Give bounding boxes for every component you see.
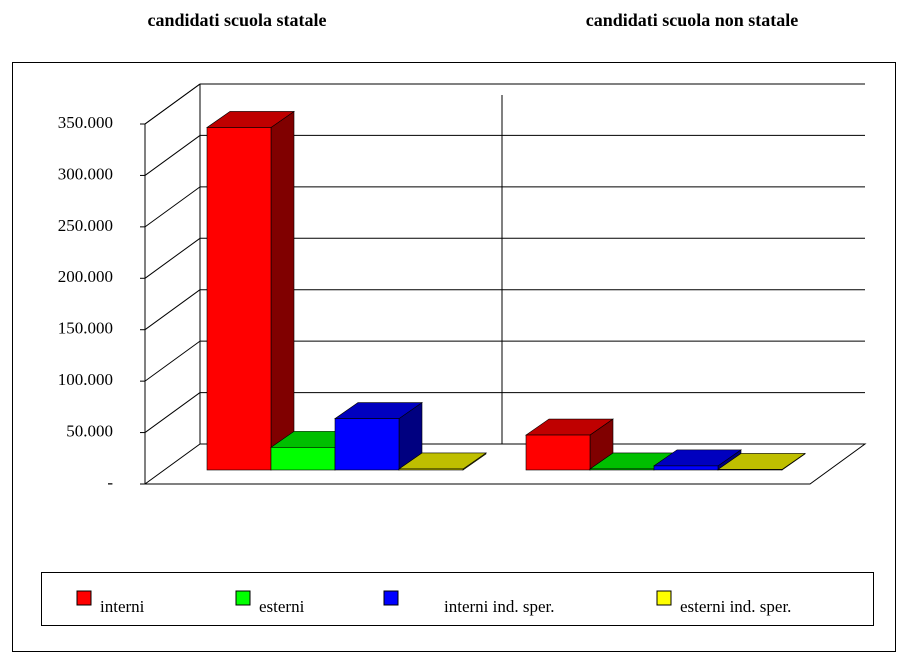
category-title: candidati scuola statale bbox=[147, 10, 326, 30]
y-tick-label: 250.000 bbox=[58, 216, 113, 235]
grid-line bbox=[144, 237, 201, 279]
y-tick-label: - bbox=[107, 473, 113, 492]
legend-swatch bbox=[656, 590, 672, 606]
bar-side bbox=[270, 110, 295, 471]
grid-line bbox=[144, 289, 201, 331]
grid-line bbox=[144, 135, 201, 176]
grid-line bbox=[144, 83, 201, 125]
legend-swatch bbox=[235, 590, 251, 606]
bar bbox=[334, 418, 400, 471]
legend-label: esterni bbox=[259, 597, 305, 616]
category-title: candidati scuola non statale bbox=[586, 10, 799, 30]
legend-label: esterni ind. sper. bbox=[680, 597, 791, 616]
legend-label: interni ind. sper. bbox=[444, 597, 554, 616]
legend-swatch bbox=[383, 590, 399, 606]
bar bbox=[653, 465, 719, 471]
bar bbox=[589, 468, 655, 471]
grid-line bbox=[144, 340, 201, 382]
y-tick-label: 150.000 bbox=[58, 319, 113, 338]
legend bbox=[41, 572, 874, 626]
chart-border bbox=[12, 62, 896, 652]
grid-line bbox=[144, 392, 201, 433]
bar bbox=[525, 434, 591, 471]
legend-label: interni bbox=[100, 597, 145, 616]
y-tick-label: 300.000 bbox=[58, 164, 113, 183]
grid-line bbox=[144, 186, 201, 228]
y-tick-label: 50.000 bbox=[66, 421, 113, 440]
y-tick-label: 350.000 bbox=[58, 113, 113, 132]
bar bbox=[206, 127, 272, 471]
bar bbox=[717, 469, 783, 471]
y-tick-label: 200.000 bbox=[58, 267, 113, 286]
legend-swatch bbox=[76, 590, 92, 606]
bar bbox=[270, 447, 336, 471]
bar bbox=[398, 468, 464, 471]
y-tick-label: 100.000 bbox=[58, 370, 113, 389]
